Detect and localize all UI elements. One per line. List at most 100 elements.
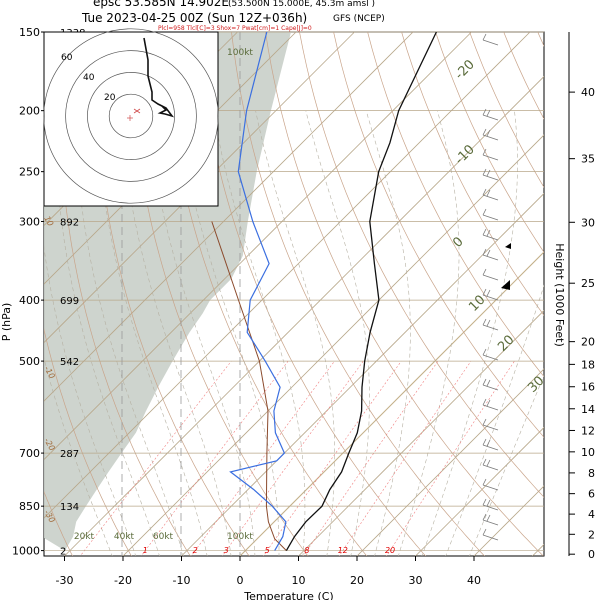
dry-adiabat-line: [231, 32, 485, 556]
moist-adiabat-line: [95, 110, 208, 556]
pressure-tick-label: 500: [19, 355, 40, 368]
hodograph-frame: [43, 31, 219, 207]
wind-barb: [482, 154, 499, 161]
wind-barb-flag: [482, 108, 487, 116]
pressure-tick-label: 250: [19, 166, 40, 179]
wind-barb: [482, 174, 499, 181]
wind-barb-flag: [482, 208, 487, 216]
mixing-ratio-line: [302, 360, 439, 556]
pressure-tick-label: 700: [19, 447, 40, 460]
height-tick-label: 40: [581, 86, 595, 99]
wind-barb-flag: [482, 478, 487, 486]
wind-barb: [482, 134, 499, 141]
wind-barb: [482, 194, 499, 201]
moist-adiabat-line: [305, 110, 370, 556]
wind-barb: [482, 464, 499, 471]
wind-barb-flag: [486, 459, 491, 467]
mixing-ratio-label: 8: [304, 546, 309, 555]
moist-adiabat-line: [74, 110, 184, 556]
pressure-tick-label: 200: [19, 105, 40, 118]
hodograph-ring-label: 20: [104, 93, 116, 103]
wind-barb: [482, 354, 499, 361]
wind-speed-label-top: 100kt: [227, 48, 253, 58]
wind-barb: [482, 384, 499, 391]
hodograph-ring: [43, 28, 219, 204]
moist-adiabat-line: [397, 110, 460, 556]
dry-adiabat-line: [597, 13, 600, 564]
moist-adiabat-line: [421, 110, 518, 556]
wind-barb-flag: [482, 513, 487, 521]
wind-barb-flag: [482, 248, 487, 256]
dry-adiabat-label: 10: [42, 215, 55, 228]
mixing-ratio-line: [140, 360, 289, 556]
temperature-profile: [285, 32, 437, 551]
mixing-ratio-label: 12: [338, 546, 348, 555]
chart-title-location: (53.500N 15.000E, 45.3m amsl ): [228, 0, 375, 9]
wind-barb: [482, 424, 499, 431]
height-tick-label: 10: [581, 446, 595, 459]
wind-barb-flag: [482, 458, 487, 466]
height-tick-label: 35: [581, 153, 595, 166]
x-tick-label: -10: [173, 574, 191, 587]
isotherm-line: [44, 32, 531, 519]
wind-barb-flag: [482, 188, 487, 196]
height-tick-label: 2: [588, 528, 595, 541]
wind-barb-flag: [482, 128, 487, 136]
mixing-ratio-line: [338, 360, 472, 556]
height-tick-label: 14: [581, 403, 595, 416]
parcel-path: [211, 221, 287, 551]
wind-barb-flag: [482, 228, 487, 236]
hodograph-ring-label: 60: [61, 53, 73, 63]
wind-barb-flag: [482, 348, 487, 356]
dry-adiabat-line: [44, 490, 73, 556]
wind-barb: [482, 484, 499, 491]
wind-barb-flag: [486, 249, 491, 257]
wind-barb: [482, 214, 499, 221]
mixing-ratio-lines: [79, 360, 515, 556]
geopotential-label: 134: [60, 502, 79, 513]
height-tick-label: 0: [588, 548, 595, 561]
wind-barb-flag: [482, 168, 487, 176]
geopotential-label: 542: [60, 357, 79, 368]
isotherm-line: [64, 75, 544, 556]
wind-speed-label-bottom: 40kt: [114, 532, 135, 542]
wind-barb-flag: [482, 33, 487, 41]
hodograph-inset: 20 40 60: [43, 28, 219, 207]
mixing-ratio-line: [79, 360, 232, 556]
pressure-tick-label: 1000: [12, 545, 40, 558]
isotherm-line: [239, 251, 544, 556]
wind-barb-flag: [486, 169, 491, 177]
height-tick-label: 18: [581, 358, 595, 371]
mixing-ratio-line: [386, 360, 515, 556]
wind-barb: [482, 114, 499, 121]
geopotential-label: 699: [60, 296, 79, 307]
isotherm-line: [356, 368, 544, 556]
dry-adiabat-line: [129, 32, 309, 556]
wind-barb-flag: [482, 498, 487, 506]
hodograph-ring: [87, 72, 175, 160]
x-tick-label: 0: [237, 574, 244, 587]
hodograph-ring-label: 40: [83, 73, 95, 83]
height-tick-label: 8: [588, 467, 595, 480]
wind-speed-label-bottom: 100kt: [227, 532, 253, 542]
wind-speed-label-bottom: 60kt: [153, 532, 174, 542]
moist-adiabat-line: [54, 110, 160, 556]
hodograph-ring: [108, 93, 154, 139]
wind-barb-flag: [486, 129, 491, 137]
isotherm-line: [44, 32, 355, 344]
wind-barb: [482, 324, 499, 331]
geopotential-label: 892: [60, 217, 79, 228]
wind-barb-flag: [486, 319, 491, 327]
mixing-ratio-label: 2: [193, 546, 198, 555]
dry-adiabat-line: [58, 32, 191, 556]
x-tick-label: 30: [409, 574, 423, 587]
moist-adiabat-line: [213, 110, 306, 556]
dry-adiabat-line: [94, 32, 250, 556]
chart-title-line1: epsc 53.585N 14.902E: [93, 0, 229, 9]
wind-barb-flag: [486, 439, 491, 447]
moist-adiabat-line: [44, 245, 137, 556]
height-tick-label: 30: [581, 216, 595, 229]
moist-adiabat-line: [146, 110, 256, 556]
